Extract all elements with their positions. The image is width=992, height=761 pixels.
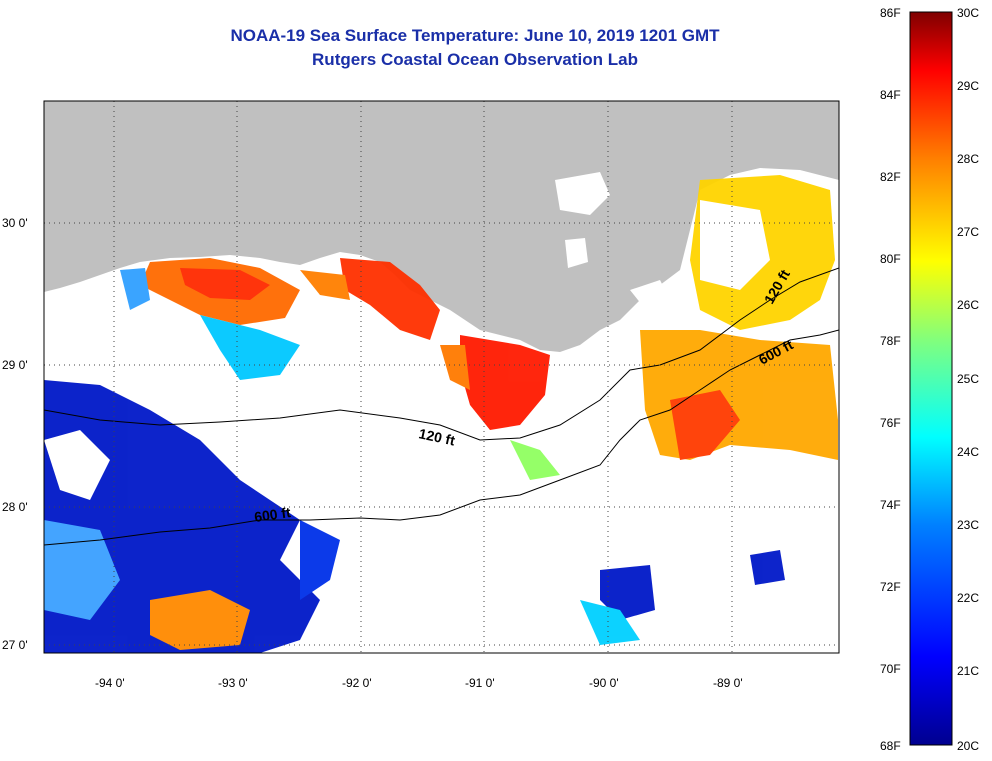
contour-label-600-west: 600 ft	[253, 504, 292, 525]
colorbar-c-label: 25C	[957, 372, 979, 386]
colorbar-f-label: 82F	[880, 170, 901, 184]
colorbar-f-label: 72F	[880, 580, 901, 594]
colorbar-c-label: 23C	[957, 518, 979, 532]
colorbar-c-labels: 30C 29C 28C 27C 26C 25C 24C 23C 22C 21C …	[957, 6, 979, 753]
colorbar-c-label: 20C	[957, 739, 979, 753]
colorbar-f-label: 74F	[880, 498, 901, 512]
colorbar-f-labels: 86F 84F 82F 80F 78F 76F 74F 72F 70F 68F	[880, 6, 901, 753]
contour-label-120-west: 120 ft	[417, 425, 456, 448]
sst-data	[44, 175, 838, 653]
colorbar-f-label: 68F	[880, 739, 901, 753]
lat-tick-label: 28 0'	[2, 500, 28, 514]
lake	[555, 172, 610, 215]
lon-tick-label: -94 0'	[95, 676, 125, 690]
colorbar-f-label: 84F	[880, 88, 901, 102]
colorbar-c-label: 22C	[957, 591, 979, 605]
lat-tick-label: 29 0'	[2, 358, 28, 372]
colorbar-c-label: 21C	[957, 664, 979, 678]
lat-tick-label: 30 0'	[2, 216, 28, 230]
grid	[44, 101, 839, 653]
map-subtitle: Rutgers Coastal Ocean Observation Lab	[312, 50, 638, 69]
colorbar-c-label: 24C	[957, 445, 979, 459]
colorbar-c-label: 30C	[957, 6, 979, 20]
colorbar-f-label: 76F	[880, 416, 901, 430]
lon-tick-label: -92 0'	[342, 676, 372, 690]
lon-tick-label: -89 0'	[713, 676, 743, 690]
map-title: NOAA-19 Sea Surface Temperature: June 10…	[230, 26, 720, 45]
contour-600ft	[44, 329, 839, 546]
colorbar-c-label: 28C	[957, 152, 979, 166]
lat-tick-label: 27 0'	[2, 638, 28, 652]
lon-tick-label: -90 0'	[589, 676, 619, 690]
colorbar-f-label: 80F	[880, 252, 901, 266]
colorbar	[909, 11, 953, 746]
colorbar-f-label: 70F	[880, 662, 901, 676]
colorbar-c-label: 26C	[957, 298, 979, 312]
map-frame	[43, 100, 840, 654]
colorbar-c-label: 27C	[957, 225, 979, 239]
colorbar-f-label: 86F	[880, 6, 901, 20]
lon-tick-label: -93 0'	[218, 676, 248, 690]
contour-120ft	[44, 267, 839, 441]
map-area	[44, 101, 839, 653]
lon-tick-label: -91 0'	[465, 676, 495, 690]
colorbar-c-label: 29C	[957, 79, 979, 93]
colorbar-f-label: 78F	[880, 334, 901, 348]
